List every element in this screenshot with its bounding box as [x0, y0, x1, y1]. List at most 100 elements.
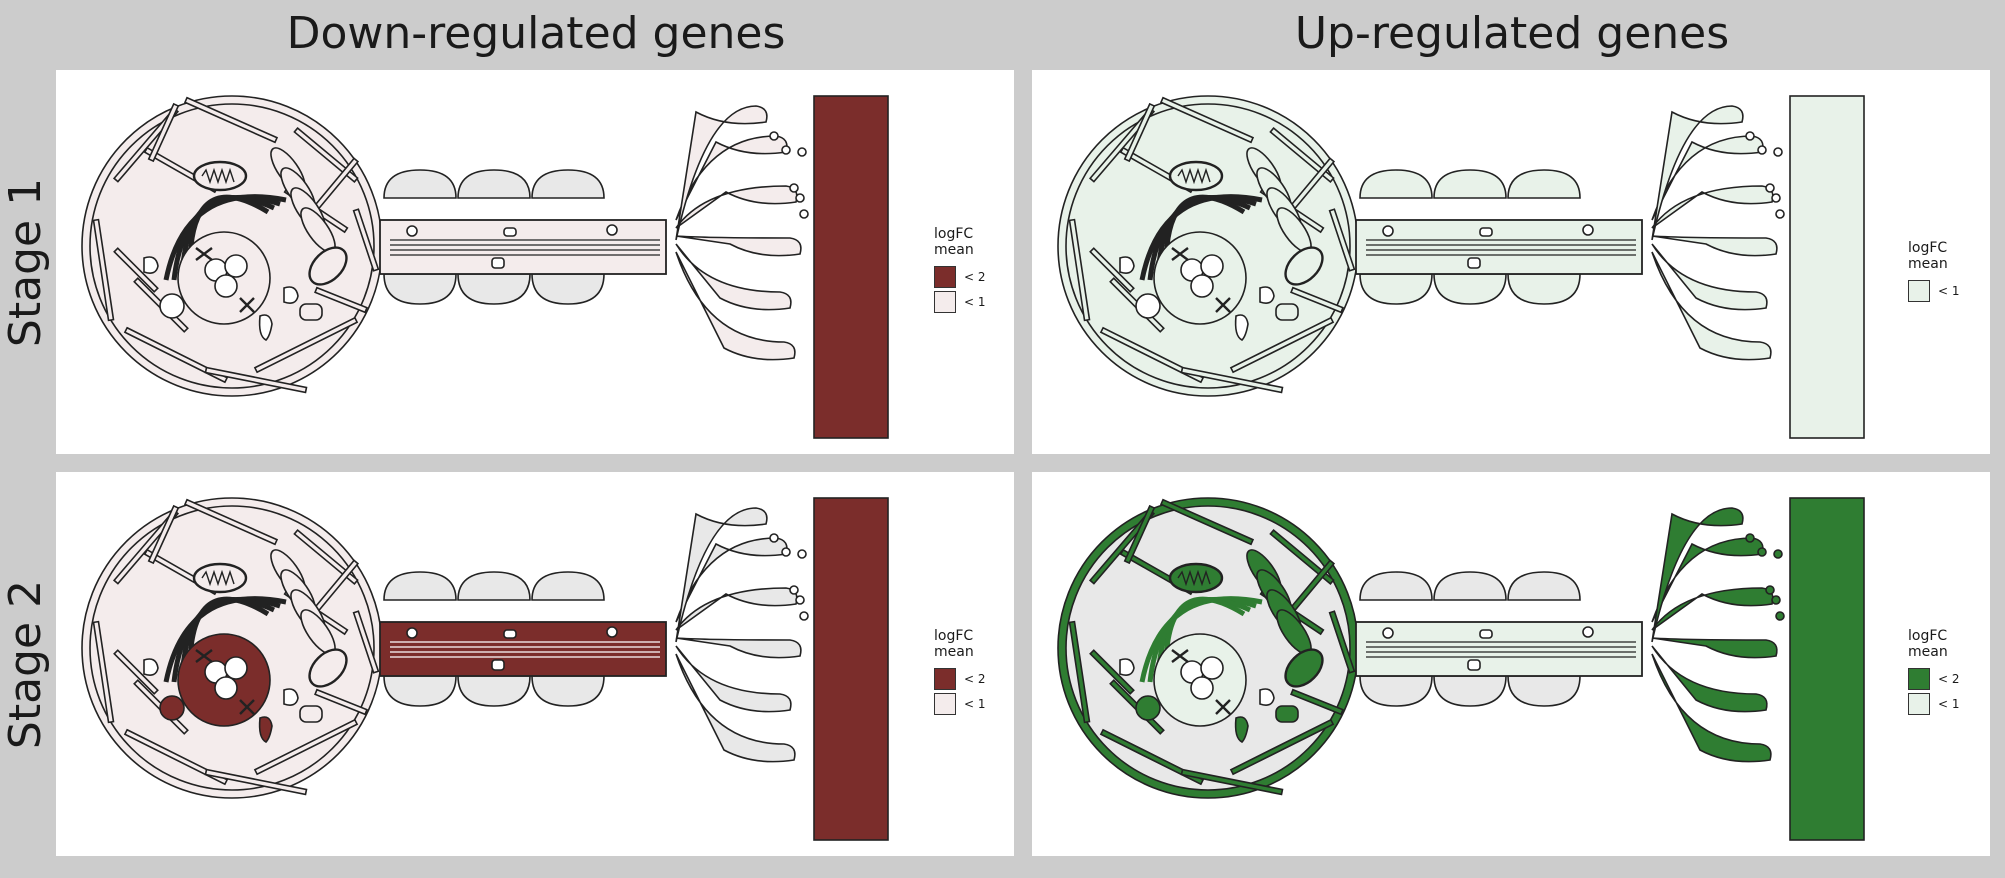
- junction-lobe: [457, 273, 531, 305]
- cytoskeleton-fiber: [204, 768, 308, 796]
- cytoskeleton-fiber: [1328, 208, 1356, 272]
- cytoskeleton-fiber: [1089, 649, 1135, 695]
- secreted-vesicle: [1765, 183, 1775, 193]
- vesicle: [1275, 303, 1299, 321]
- junction-lobe: [383, 169, 457, 199]
- villus: [1651, 653, 1772, 763]
- mitochondrion: [308, 246, 348, 286]
- legend-swatch-strong: [1908, 667, 1930, 690]
- legend-swatch-strong: [934, 265, 956, 288]
- lysosome: [1135, 293, 1161, 319]
- legend-label: < 2: [1938, 671, 1960, 686]
- secreted-vesicle: [1757, 547, 1767, 557]
- junction-band: [1355, 219, 1643, 275]
- mitochondrion: [1284, 246, 1324, 286]
- villus: [675, 637, 802, 659]
- secreted-vesicle: [781, 145, 791, 155]
- secreted-vesicle: [769, 533, 779, 543]
- vesicle: [606, 626, 618, 638]
- cytoskeleton-fiber: [1123, 102, 1156, 163]
- junction-lobe: [531, 675, 605, 707]
- cell-illustration: [1057, 95, 1865, 439]
- legend-label: < 1: [964, 294, 986, 309]
- secreted-vesicle: [799, 209, 809, 219]
- vesicle: [1479, 629, 1493, 639]
- cell-group: [81, 497, 889, 841]
- villus: [675, 235, 802, 257]
- junction-lobe: [531, 571, 605, 601]
- nucleolus: [224, 254, 248, 278]
- vesicle: [143, 256, 159, 274]
- legend-swatch-light: [934, 692, 956, 715]
- vesicle: [1259, 286, 1275, 304]
- villus: [1651, 185, 1774, 229]
- junction-lobe: [531, 169, 605, 199]
- junction-lobe: [457, 675, 531, 707]
- villus: [1651, 645, 1768, 713]
- column-title-down: Down-regulated genes: [286, 8, 786, 59]
- cytoskeleton-fiber: [1159, 498, 1255, 546]
- nucleolus: [1190, 676, 1214, 700]
- vesicle: [1119, 256, 1135, 274]
- basement-bar: [1789, 497, 1865, 841]
- chromosome: [1171, 247, 1189, 261]
- legend: logFC mean < 1: [1908, 240, 1990, 303]
- secreted-vesicle: [781, 547, 791, 557]
- legend-title: logFC mean: [934, 226, 974, 258]
- cytoskeleton-fiber: [1089, 247, 1135, 293]
- cytoskeleton-fiber: [1269, 528, 1335, 586]
- secreted-vesicle: [797, 147, 807, 157]
- cytoskeleton-fiber: [352, 208, 380, 272]
- vesicle: [1234, 716, 1249, 743]
- vesicle: [299, 705, 323, 723]
- junction-lobe: [1507, 169, 1581, 199]
- basement-bar: [813, 497, 889, 841]
- legend-title: logFC mean: [934, 628, 974, 660]
- cytoskeleton-fiber: [1229, 718, 1335, 776]
- cytoskeleton-fiber: [204, 366, 308, 394]
- junction-lobe: [1359, 169, 1433, 199]
- lysosome: [159, 293, 185, 319]
- vesicle: [503, 227, 517, 237]
- cytoskeleton-fiber: [92, 620, 115, 724]
- chromosome: [239, 297, 255, 313]
- vesicle: [1582, 626, 1594, 638]
- secreted-vesicle: [789, 183, 799, 193]
- secreted-vesicle: [789, 585, 799, 595]
- villus: [675, 185, 798, 229]
- junction-lobe: [383, 273, 457, 305]
- cell-group: [81, 95, 889, 439]
- cell-group: [1057, 497, 1865, 841]
- cytoskeleton-fiber: [253, 316, 359, 374]
- junction-lobe: [1433, 675, 1507, 707]
- villus: [1651, 235, 1778, 257]
- panel-up-stage-2: logFC mean < 2 < 1: [1032, 472, 1990, 856]
- vesicle: [299, 303, 323, 321]
- junction-lobe: [1507, 273, 1581, 305]
- panel-up-stage-1: logFC mean < 1: [1032, 70, 1990, 454]
- chromosome: [1215, 297, 1231, 313]
- secreted-vesicle: [1775, 611, 1785, 621]
- panel-down-stage-1: logFC mean < 2 < 1: [56, 70, 1014, 454]
- vesicle: [1275, 705, 1299, 723]
- legend-swatch-light: [934, 290, 956, 313]
- villus: [675, 653, 796, 763]
- cytoskeleton-fiber: [92, 218, 115, 322]
- cytoskeleton-fiber: [293, 528, 359, 586]
- junction-band: [379, 219, 667, 275]
- legend-label: < 1: [1938, 696, 1960, 711]
- secreted-vesicle: [1765, 585, 1775, 595]
- cytoskeleton-fiber: [113, 247, 159, 293]
- secreted-vesicle: [1745, 533, 1755, 543]
- cytoskeleton-fiber: [1180, 366, 1284, 394]
- vesicle: [491, 257, 505, 269]
- nucleolus: [214, 274, 238, 298]
- nucleolus: [224, 656, 248, 680]
- chromosome: [239, 699, 255, 715]
- mitochondrion-cristae: [1177, 569, 1211, 587]
- secreted-vesicle: [1771, 193, 1781, 203]
- vesicle: [1119, 658, 1135, 676]
- legend-swatch-strong: [934, 667, 956, 690]
- villus: [1651, 251, 1772, 361]
- junction-band: [1355, 621, 1643, 677]
